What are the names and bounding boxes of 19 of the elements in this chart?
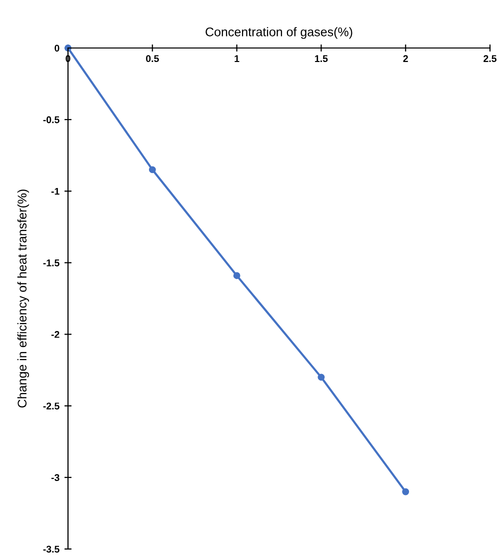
point: [402, 488, 410, 496]
y-tick-label: -0.5: [43, 116, 60, 124]
y-tick-label: -2.5: [43, 402, 60, 410]
point: [318, 374, 325, 381]
point: [148, 166, 156, 174]
y-tick-label: -1: [51, 188, 60, 195]
x-tick-label: 1.5: [315, 55, 328, 62]
y-tick-label: -3.5: [43, 546, 60, 553]
x-tick-label: 0.5: [146, 55, 159, 62]
y-tick-label: 0: [54, 44, 60, 52]
y-axis-title: Change in efficiency of heat transfer(%): [17, 190, 30, 408]
x-axis-title: Concentration of gases(%): [206, 27, 352, 39]
point: [233, 272, 240, 280]
x-tick-label: 2: [403, 55, 408, 62]
y-tick-label: -1.5: [43, 260, 60, 266]
y-tick-label: -2: [51, 331, 60, 338]
x-tick-label: 1: [234, 55, 240, 62]
x-tick-label: 2.5: [484, 55, 496, 62]
y-tick-label: -3: [51, 474, 60, 482]
